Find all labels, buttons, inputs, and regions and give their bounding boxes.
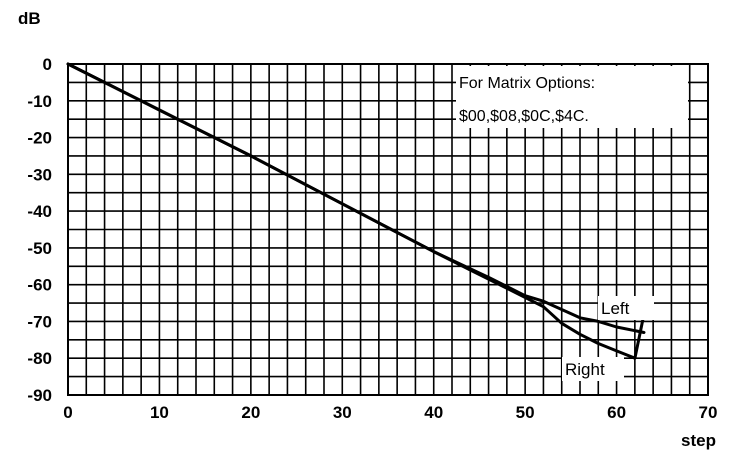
series-group [66,62,646,360]
x-tick-label: 0 [63,403,72,422]
tick-labels: 0 -10 -20 -30 -40 -50 -60 -70 -80 -90 0 10 20 30 40 50 6… [27,55,717,422]
series-label-background [598,296,654,320]
y-tick-label: -90 [27,386,52,405]
annotation-background [456,66,688,128]
y-tick-label: -50 [27,239,52,258]
series-label-left: Left [601,299,630,318]
series-label-background [562,357,624,381]
y-tick-label: -30 [27,165,52,184]
y-tick-label: -40 [27,202,52,221]
x-tick-label: 20 [241,403,260,422]
x-tick-label: 40 [424,403,443,422]
x-tick-label: 30 [333,403,352,422]
series-line-right [66,62,646,360]
series-labels: Left Right [562,296,654,381]
x-tick-label: 50 [516,403,535,422]
y-tick-label: -80 [27,349,52,368]
annotation-line-1: For Matrix Options: [459,75,595,92]
x-tick-label: 10 [150,403,169,422]
x-tick-label: 70 [699,403,718,422]
y-tick-label: -10 [27,92,52,111]
plot-frame [67,63,709,396]
x-axis-label: step [681,431,716,450]
y-tick-label: -20 [27,129,52,148]
y-axis-label: dB [18,9,41,28]
annotation-line-2: $00,$08,$0C,$4C. [459,108,589,125]
y-tick-label: -70 [27,312,52,331]
y-tick-label: 0 [43,55,52,74]
y-tick-label: -60 [27,276,52,295]
x-tick-label: 60 [607,403,626,422]
series-label-right: Right [565,360,605,379]
